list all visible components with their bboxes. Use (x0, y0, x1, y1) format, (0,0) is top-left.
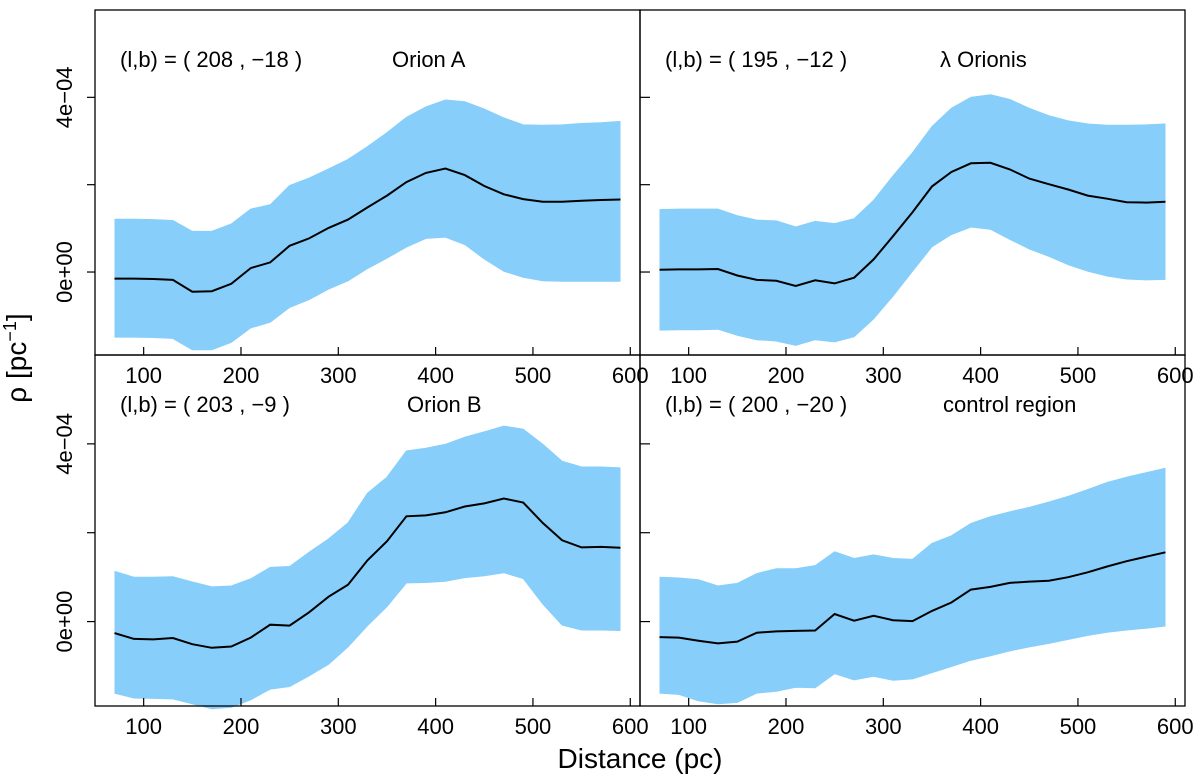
x-tick-label: 400 (962, 363, 999, 388)
mean-line (659, 551, 1166, 645)
x-tick-label: 600 (1157, 714, 1194, 739)
x-tick-label: 100 (670, 714, 707, 739)
x-tick-label: 200 (223, 714, 260, 739)
upper-bound-line (114, 425, 621, 588)
mean-line (114, 497, 621, 649)
y-axis-title-main: ρ [pc (1, 342, 32, 403)
panel-coords-label: (l,b) = ( 200 , −20 ) (665, 392, 847, 417)
panel-coords-label: (l,b) = ( 203 , −9 ) (120, 392, 290, 417)
lower-bound-line (114, 236, 621, 351)
panel-frame (639, 354, 1186, 707)
upper-bound-line (114, 99, 621, 232)
upper-bound-line (659, 94, 1166, 228)
x-tick-label: 300 (865, 363, 902, 388)
lower-bound-line (659, 625, 1166, 705)
x-tick-label: 600 (1157, 363, 1194, 388)
x-tick-label: 100 (670, 363, 707, 388)
y-axis-title-end: ] (1, 313, 32, 321)
panel-title-label: control region (943, 392, 1076, 417)
x-tick-label: 600 (612, 363, 649, 388)
y-tick-label: 4e−04 (52, 413, 77, 475)
uncertainty-band (659, 468, 1166, 704)
panel-title-label: Orion B (407, 392, 482, 417)
x-tick-label: 300 (320, 714, 357, 739)
x-tick-label: 100 (125, 363, 162, 388)
panel-orion-b: 100 200 300 400 500 600 0e+00 4e−04 (l,b) = ( 20… (52, 354, 649, 739)
upper-bound-line (659, 467, 1166, 587)
panel-lambda-orionis: 100 200 300 400 500 600 (l,b) = ( 195 , −12 ) λ… (639, 9, 1194, 388)
panel-title-label: Orion A (392, 47, 466, 72)
x-tick-label: 300 (865, 714, 902, 739)
y-tick-label: 4e−04 (52, 66, 77, 128)
uncertainty-band (114, 426, 621, 709)
lower-bound-line (659, 226, 1166, 346)
x-tick-label: 500 (515, 714, 552, 739)
panel-control-region: 100 200 300 400 500 600 (l,b) = ( 200 , −20 ) c… (639, 354, 1194, 739)
x-tick-label: 400 (417, 363, 454, 388)
y-tick-label: 0e+00 (52, 591, 77, 653)
y-axis-title-superscript: −1 (0, 321, 20, 342)
x-tick-label: 200 (768, 714, 805, 739)
panel-title-label: λ Orionis (940, 47, 1027, 72)
x-tick-label: 200 (223, 363, 260, 388)
x-tick-label: 500 (1060, 363, 1097, 388)
x-tick-label: 400 (962, 714, 999, 739)
panel-coords-label: (l,b) = ( 195 , −12 ) (665, 47, 847, 72)
panel-coords-label: (l,b) = ( 208 , −18 ) (120, 47, 302, 72)
mean-line (659, 161, 1166, 288)
y-tick-label: 0e+00 (52, 241, 77, 303)
uncertainty-band (114, 100, 621, 350)
x-tick-label: 400 (417, 714, 454, 739)
mean-line (114, 167, 621, 293)
x-tick-label: 100 (125, 714, 162, 739)
x-tick-label: 300 (320, 363, 357, 388)
x-tick-label: 500 (515, 363, 552, 388)
x-tick-label: 200 (768, 363, 805, 388)
x-axis-title: Distance (pc) (558, 743, 723, 774)
uncertainty-band (659, 94, 1166, 346)
y-axis-title: ρ [pc−1] (0, 313, 32, 402)
panel-orion-a: 100 200 300 400 500 600 0e+00 4e−04 (l,b) = ( 20… (52, 9, 649, 388)
x-tick-label: 500 (1060, 714, 1097, 739)
x-tick-label: 600 (612, 714, 649, 739)
